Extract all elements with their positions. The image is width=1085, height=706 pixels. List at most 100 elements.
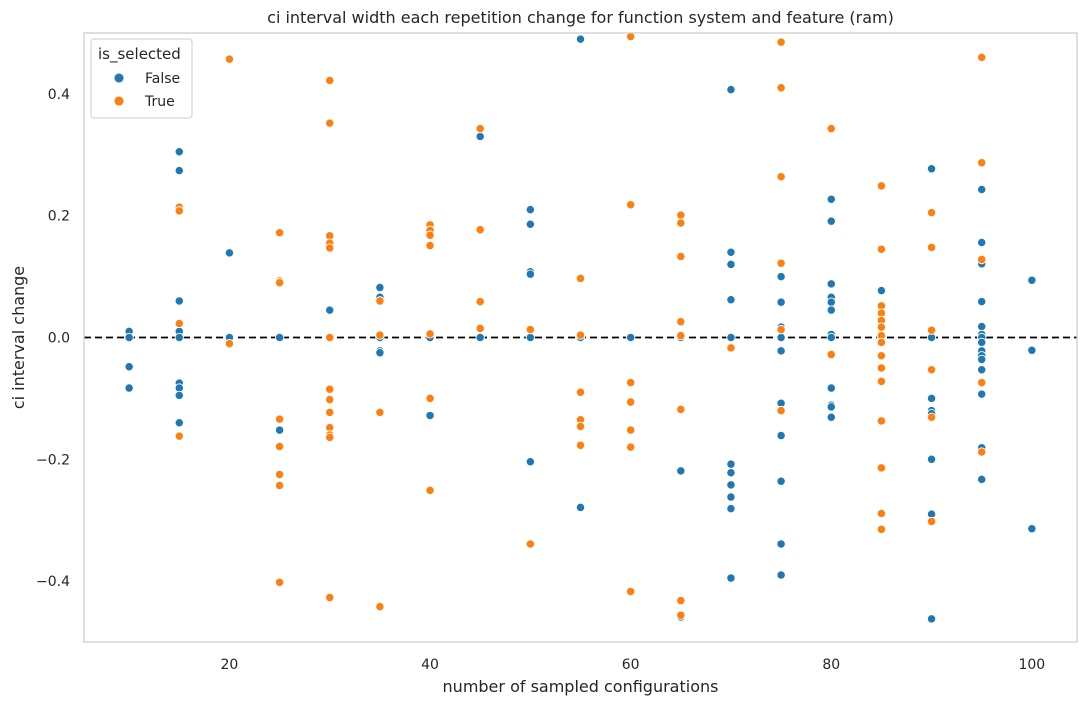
data-point [274, 414, 285, 424]
data-point [274, 228, 285, 238]
x-tick-label: 20 [221, 657, 239, 673]
data-point [325, 243, 335, 253]
data-point [626, 32, 636, 42]
data-point [776, 539, 786, 549]
data-point [676, 404, 686, 415]
data-point [926, 614, 937, 624]
data-point [726, 492, 736, 502]
data-point [926, 164, 937, 174]
data-point [926, 365, 937, 375]
data-point [676, 331, 686, 341]
data-point [174, 206, 184, 216]
data-point [876, 416, 887, 426]
data-point [375, 407, 385, 418]
data-point [776, 476, 786, 486]
data-point [977, 354, 987, 365]
x-tick-label: 60 [622, 657, 640, 673]
data-point [626, 425, 636, 435]
data-point [124, 362, 134, 372]
data-point [274, 469, 285, 480]
data-point [876, 508, 887, 519]
data-point [425, 329, 435, 339]
data-point [124, 383, 134, 393]
data-point [174, 390, 184, 401]
data-point [1027, 524, 1037, 534]
data-point [726, 468, 736, 478]
data-point [977, 389, 987, 399]
data-point [375, 282, 385, 293]
data-point [425, 410, 435, 421]
data-point [876, 463, 887, 473]
data-point [525, 269, 535, 279]
data-point [475, 123, 485, 134]
data-point [977, 365, 987, 375]
data-point [977, 254, 987, 265]
data-point [425, 240, 435, 251]
data-point [676, 317, 686, 327]
data-point [826, 216, 836, 226]
legend-label-true: True [144, 94, 175, 110]
data-point [776, 37, 786, 47]
data-point [325, 305, 335, 315]
data-point [726, 343, 736, 353]
data-point [726, 573, 736, 583]
data-point [876, 376, 887, 386]
data-point [575, 273, 586, 284]
data-point [425, 393, 435, 404]
data-point [776, 83, 786, 93]
data-point [174, 431, 184, 441]
data-point [274, 278, 285, 288]
data-point [676, 610, 686, 620]
data-point [224, 248, 235, 258]
data-point [525, 457, 535, 467]
y-tick-label: −0.4 [36, 574, 70, 590]
data-point [475, 296, 485, 307]
data-point [826, 412, 836, 422]
chart-title: ci interval width each repetition change… [267, 8, 894, 27]
data-point [274, 425, 285, 435]
data-point [375, 296, 385, 306]
data-point [224, 54, 235, 64]
data-point [776, 332, 786, 343]
data-point [475, 323, 485, 334]
data-point [174, 318, 184, 329]
data-point [274, 332, 285, 343]
data-point [575, 387, 586, 397]
data-point [776, 430, 786, 441]
x-axis-ticks: 20 40 60 80 100 [221, 657, 1046, 673]
data-point [575, 440, 586, 450]
data-point [525, 204, 535, 215]
legend-items: False True [113, 71, 180, 110]
legend-marker-true [113, 95, 125, 107]
data-point [626, 586, 636, 597]
data-point [977, 52, 987, 63]
data-point [676, 466, 686, 476]
data-point [525, 539, 535, 549]
data-point [977, 237, 987, 248]
data-point [926, 208, 937, 218]
data-point [876, 524, 887, 534]
data-point [325, 118, 335, 128]
data-point [776, 324, 786, 335]
data-point [776, 405, 786, 416]
data-point [726, 259, 736, 270]
data-point [977, 321, 987, 332]
data-point [876, 363, 887, 373]
y-axis-label: ci interval change [9, 266, 28, 409]
data-point [626, 442, 636, 452]
data-point [726, 503, 736, 514]
data-point [325, 75, 335, 86]
data-point [926, 325, 937, 335]
data-point [826, 332, 836, 343]
data-point [876, 181, 887, 191]
data-point [726, 459, 736, 469]
data-point [776, 258, 786, 268]
series-true [174, 32, 987, 620]
data-point [475, 131, 485, 142]
data-point [926, 516, 937, 527]
data-point [575, 330, 586, 340]
data-point [826, 383, 836, 393]
data-point [325, 394, 335, 405]
data-point [676, 210, 686, 220]
